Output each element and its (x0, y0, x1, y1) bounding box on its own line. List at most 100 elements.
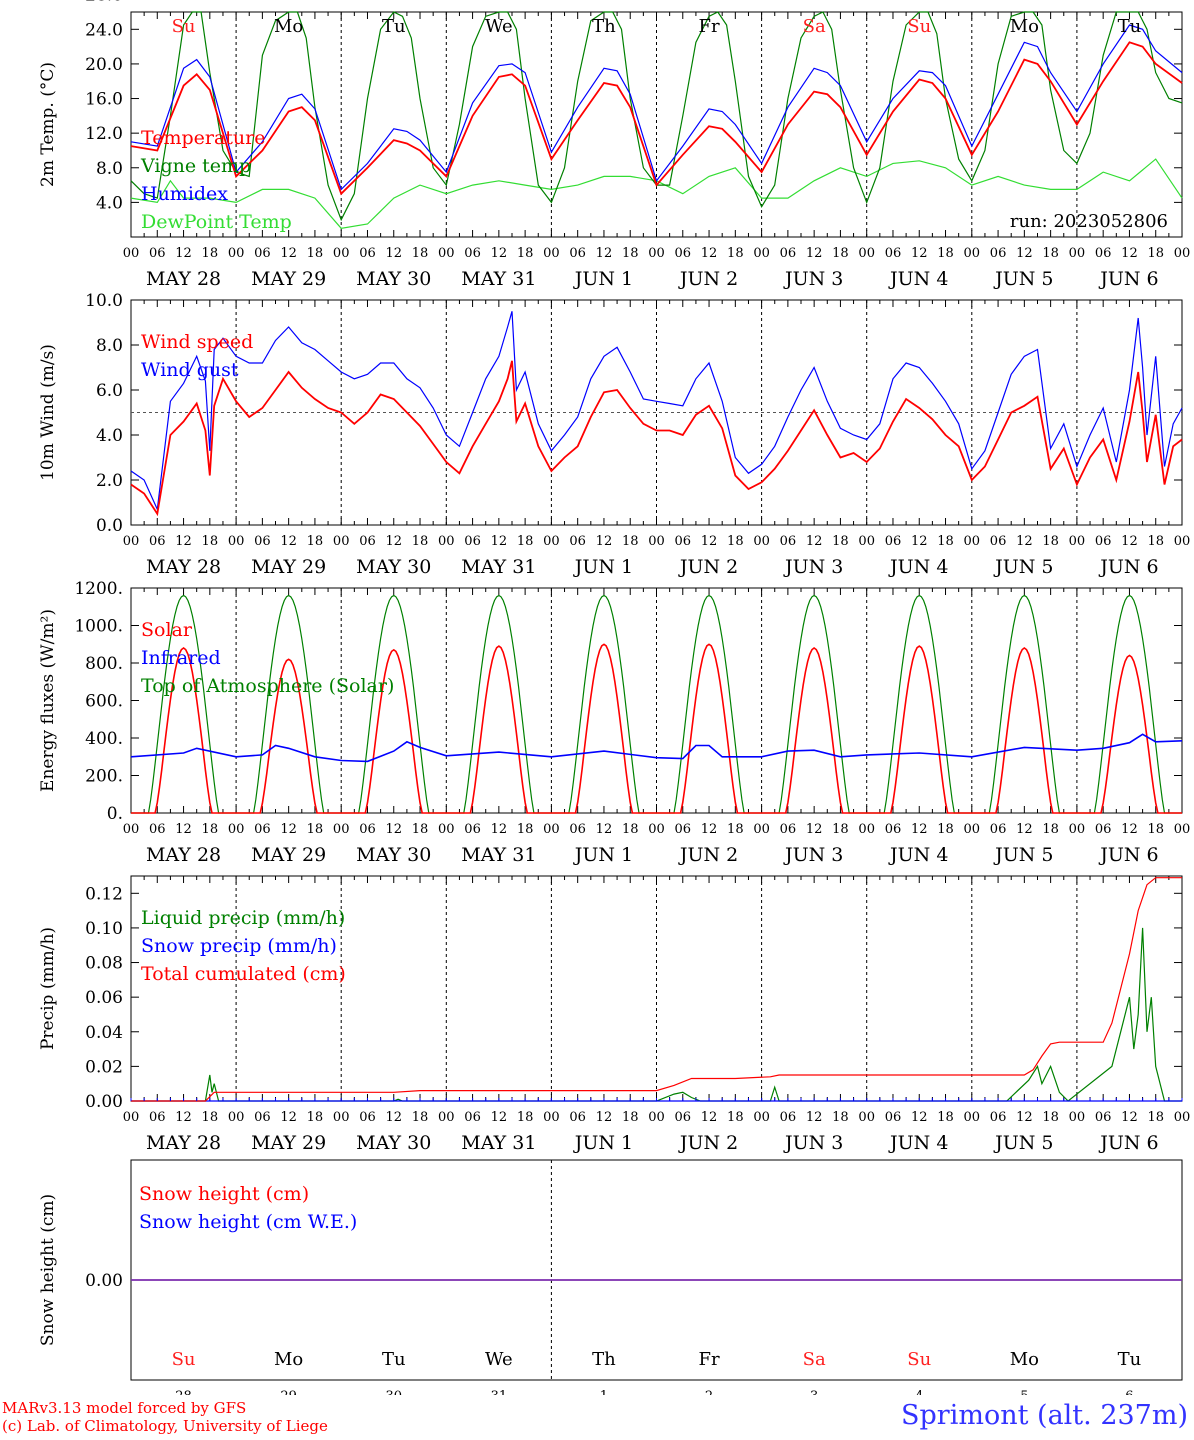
y-tick-label: 0.12 (85, 884, 123, 904)
x-hour-label: 12 (701, 1110, 718, 1125)
x-hour-label: 12 (1121, 534, 1138, 549)
x-date-label: JUN 5 (993, 844, 1053, 866)
x-date-label: JUN 3 (783, 1132, 843, 1154)
x-date-label: JUN 6 (1098, 1132, 1158, 1154)
x-hour-label: 18 (412, 246, 429, 261)
x-date-label: MAY 30 (356, 1132, 431, 1154)
x-hour-label: 18 (1042, 246, 1059, 261)
x-hour-label: 06 (254, 1110, 271, 1125)
model-credit: MARv3.13 model forced by GFS (c) Lab. of… (2, 1399, 328, 1435)
x-hour-label: 12 (385, 246, 402, 261)
x-hour-label: 00 (964, 1110, 981, 1125)
y-tick-label: 24.0 (85, 20, 123, 40)
x-hour-label: 12 (596, 534, 613, 549)
x-date-label: JUN 3 (783, 844, 843, 866)
weekday-label: Mo (1010, 16, 1039, 37)
x-hour-label: 06 (885, 1110, 902, 1125)
x-hour-label: 06 (464, 1110, 481, 1125)
x-date-label: MAY 28 (146, 268, 221, 290)
x-hour-label: 18 (307, 822, 324, 837)
x-hour-label: 18 (1042, 1110, 1059, 1125)
y-tick-label: 400. (85, 729, 123, 749)
x-hour-label: 12 (1016, 534, 1033, 549)
y-tick-label: 0.00 (85, 1092, 123, 1112)
day-number-label: 28 (175, 1389, 192, 1395)
x-date-label: JUN 1 (573, 268, 633, 290)
x-date-label: MAY 31 (461, 268, 536, 290)
x-date-label: MAY 28 (146, 1132, 221, 1154)
y-tick-label: 0.10 (85, 919, 123, 939)
series-line-wind-speed (131, 361, 1182, 514)
legend-entry: Temperature (141, 127, 265, 149)
x-hour-label: 06 (675, 1110, 692, 1125)
x-date-label: MAY 31 (461, 844, 536, 866)
weekday-label: Su (172, 16, 196, 37)
x-hour-label: 18 (202, 822, 219, 837)
x-hour-label: 00 (228, 1110, 245, 1125)
x-hour-label: 00 (333, 822, 350, 837)
x-hour-label: 00 (333, 534, 350, 549)
legend-entry: Snow precip (mm/h) (141, 935, 337, 957)
x-hour-label: 12 (1121, 246, 1138, 261)
day-number-label: 31 (491, 1389, 508, 1395)
y-tick-label: 1000. (74, 617, 123, 637)
x-hour-label: 06 (990, 1110, 1007, 1125)
x-hour-label: 12 (911, 822, 928, 837)
y-tick-label: 8.0 (96, 159, 123, 179)
x-hour-label: 06 (149, 822, 166, 837)
y-tick-label: 1200. (74, 579, 123, 599)
x-hour-label: 12 (280, 822, 297, 837)
model-credit-line-2: (c) Lab. of Climatology, University of L… (2, 1417, 328, 1435)
legend-entry: Solar (141, 619, 193, 641)
x-hour-label: 00 (228, 534, 245, 549)
panel-5: 0.00 Snow height (cm) Snow height (cm) Snow… (38, 1160, 1182, 1395)
x-hour-label: 00 (753, 534, 770, 549)
x-hour-label: 12 (175, 1110, 192, 1125)
x-hour-label: 06 (149, 1110, 166, 1125)
model-credit-line-1: MARv3.13 model forced by GFS (2, 1399, 328, 1417)
weekday-label: Tu (1118, 1349, 1142, 1370)
x-hour-label: 00 (123, 1110, 140, 1125)
x-hour-label: 06 (885, 822, 902, 837)
x-hour-label: 12 (175, 246, 192, 261)
x-date-label: MAY 29 (251, 1132, 326, 1154)
x-hour-label: 18 (1147, 1110, 1164, 1125)
x-date-label: MAY 28 (146, 556, 221, 578)
x-hour-label: 06 (464, 822, 481, 837)
x-hour-label: 06 (254, 822, 271, 837)
day-number-label: 5 (1020, 1389, 1028, 1395)
x-hour-label: 18 (517, 246, 534, 261)
x-hour-label: 00 (1174, 1110, 1191, 1125)
x-hour-label: 00 (753, 1110, 770, 1125)
weekday-label: We (485, 16, 513, 37)
x-hour-label: 12 (1121, 1110, 1138, 1125)
legend-entry: Vigne temp (140, 155, 251, 177)
plot-frame (131, 12, 1182, 237)
y-axis-title: 2m Temp. (°C) (38, 62, 58, 187)
x-hour-label: 18 (412, 1110, 429, 1125)
x-hour-label: 18 (937, 534, 954, 549)
x-hour-label: 00 (1069, 246, 1086, 261)
x-hour-label: 06 (885, 534, 902, 549)
x-hour-label: 00 (964, 822, 981, 837)
x-hour-label: 18 (622, 1110, 639, 1125)
x-date-label: JUN 1 (573, 556, 633, 578)
x-hour-label: 12 (491, 534, 508, 549)
x-hour-label: 06 (464, 534, 481, 549)
y-tick-label: 0. (107, 804, 123, 824)
x-hour-label: 12 (911, 1110, 928, 1125)
x-hour-label: 18 (307, 534, 324, 549)
weekday-label: Sa (803, 1349, 826, 1370)
y-tick-label: 16.0 (85, 90, 123, 110)
weekday-label: Tu (382, 1349, 406, 1370)
weekday-label: Sa (803, 16, 826, 37)
y-tick-label: 28.0 (85, 0, 123, 6)
x-date-label: JUN 6 (1098, 844, 1158, 866)
x-hour-label: 18 (832, 534, 849, 549)
day-number-label: 4 (915, 1389, 923, 1395)
x-date-label: JUN 1 (573, 844, 633, 866)
legend-entry: DewPoint Temp (141, 211, 292, 233)
day-number-label: 1 (600, 1389, 608, 1395)
x-hour-label: 00 (648, 822, 665, 837)
y-axis-title: Precip (mm/h) (38, 927, 58, 1050)
